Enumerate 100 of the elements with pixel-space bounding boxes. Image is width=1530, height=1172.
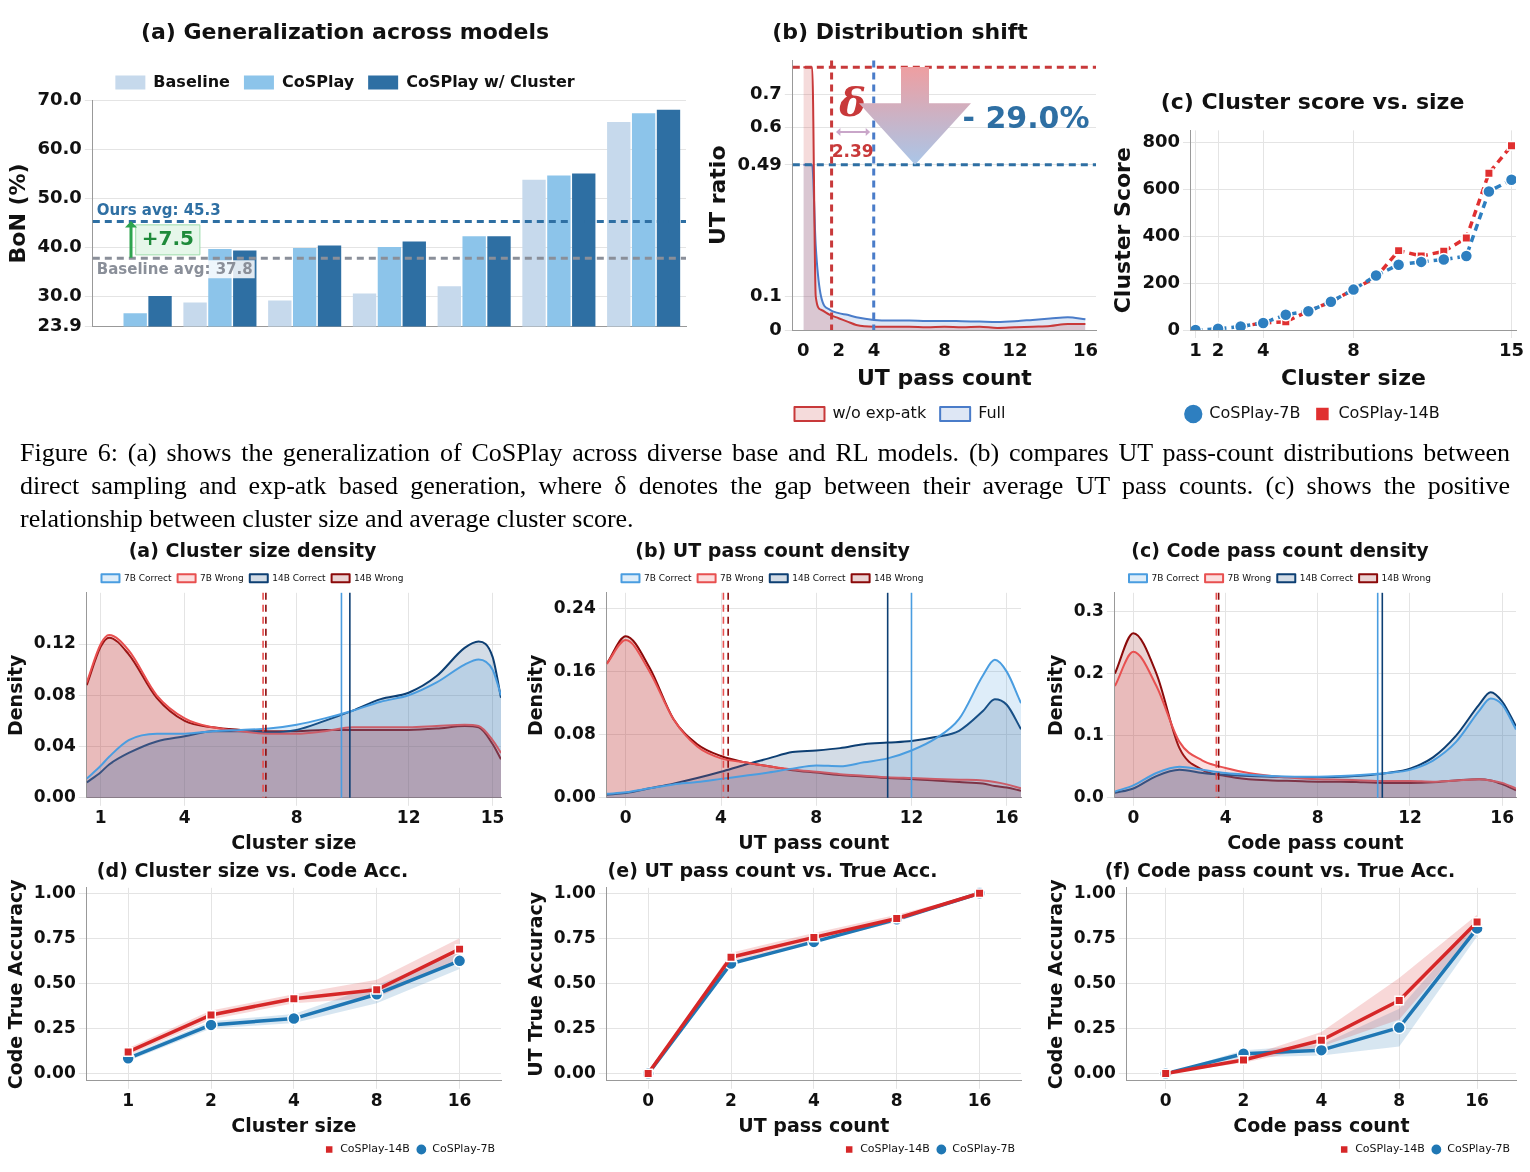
legend-label: 7B Wrong (200, 572, 244, 583)
caption: Figure 6: (a) shows the generalization of CoSPlay across diverse base and RL models. (b) compares UT pass-count distributions between direct sampling and exp-atk based generation, where δ denotes the gap between their average UT pass counts. (c) shows the positive relationship between cluster size and average cluster score. (20, 437, 1510, 535)
y-tick-label: 0.25 (1073, 1016, 1116, 1037)
legend-label: CoSPlay w/ Cluster (406, 71, 575, 91)
y-tick-label: 0 (769, 317, 782, 339)
x-tick-label: 4 (178, 807, 191, 828)
x-axis-title: Code pass count (1227, 830, 1404, 853)
x-tick-label: 2 (1211, 339, 1225, 361)
y-tick-label: 0.7 (749, 81, 782, 103)
x-tick-label: 8 (1347, 339, 1360, 361)
x-tick-label: 4 (715, 807, 728, 828)
y-axis-title: Code True Accuracy (1044, 878, 1067, 1090)
y-tick-label: 1.00 (33, 881, 76, 902)
legend-label: CoSPlay (281, 71, 355, 91)
y-tick-label: 0.00 (33, 1062, 76, 1083)
y-tick-label: 0.04 (33, 734, 76, 755)
x-tick-label: 4 (1219, 807, 1232, 828)
y-axis-title: Code True Accuracy (4, 878, 27, 1090)
y-tick-label: 0 (1167, 317, 1180, 339)
y-tick-label: 0.2 (1073, 661, 1104, 682)
x-tick-label: 1 (1189, 339, 1202, 361)
x-tick-label: 0 (1127, 807, 1140, 828)
y-tick-label: 0.00 (1073, 1062, 1116, 1083)
y-tick-label: 0.75 (553, 926, 596, 947)
x-tick-label: 12 (899, 807, 924, 828)
y-tick-label: 0.49 (737, 152, 782, 174)
legend-label: Full (978, 403, 1006, 423)
y-tick-label: 600 (1142, 176, 1180, 198)
legend-label: 14B Wrong (354, 572, 404, 583)
x-tick-label: 8 (1311, 807, 1324, 828)
x-tick-label: 0 (797, 339, 810, 361)
y-tick-label: 40.0 (37, 235, 82, 257)
y-axis-title: Density (524, 653, 547, 737)
chart-title: (b) Distribution shift (772, 18, 1029, 44)
x-tick-label: 4 (1256, 339, 1270, 361)
legend-label: CoSPlay-14B (1355, 1142, 1425, 1156)
x-tick-label: 8 (1393, 1090, 1406, 1111)
legend-label: 7B Correct (643, 572, 693, 583)
chart-title: (a) Cluster size density (128, 539, 377, 562)
x-tick-label: 12 (1398, 807, 1422, 828)
x-tick-label: 15 (480, 807, 505, 828)
y-tick-label: 0.25 (553, 1016, 596, 1037)
y-tick-label: 0.6 (749, 115, 782, 137)
legend-label: 7B Correct (123, 572, 173, 583)
legend-label: CoSPlay-7B (1209, 403, 1301, 423)
x-tick-label: 12 (396, 807, 421, 828)
y-axis-title: Density (1044, 653, 1067, 737)
legend-label: Baseline (153, 71, 231, 91)
x-tick-label: 8 (370, 1090, 383, 1111)
legend-label: CoSPlay-7B (432, 1142, 495, 1156)
x-tick-label: 0 (619, 807, 632, 828)
y-tick-label: 0.00 (33, 786, 76, 807)
y-tick-label: 0.24 (553, 596, 596, 617)
legend-label: 14B Correct (272, 572, 327, 583)
legend-label: 7B Wrong (720, 572, 764, 583)
x-tick-label: 8 (890, 1090, 903, 1111)
x-tick-label: 1 (94, 807, 107, 828)
x-axis-title: Cluster size (231, 830, 357, 853)
x-tick-label: 8 (290, 807, 303, 828)
y-tick-label: 0.1 (749, 283, 782, 305)
legend-label: 14B Wrong (1381, 572, 1432, 583)
x-axis-title: Code pass count (1233, 1113, 1410, 1136)
y-tick-label: 0.00 (553, 786, 596, 807)
x-tick-label: 8 (938, 339, 951, 361)
y-tick-label: 23.9 (37, 314, 82, 336)
x-tick-label: 12 (1002, 339, 1028, 361)
y-axis-title: BoN (%) (4, 163, 30, 264)
x-tick-label: 15 (1498, 339, 1525, 361)
chart-title: (f) Code pass count vs. True Acc. (1104, 859, 1456, 882)
y-tick-label: 1.00 (1073, 881, 1116, 902)
chart-title: (b) UT pass count density (635, 539, 911, 562)
legend-label: 14B Correct (792, 572, 847, 583)
y-tick-label: 0.08 (553, 723, 596, 744)
x-tick-label: 16 (1465, 1090, 1489, 1111)
x-tick-label: 16 (447, 1090, 472, 1111)
y-tick-label: 0.08 (33, 683, 76, 704)
y-axis-title: Cluster Score (1109, 147, 1135, 314)
x-tick-label: 0 (642, 1090, 655, 1111)
legend-label: CoSPlay-14B (860, 1142, 930, 1156)
y-axis-title: UT ratio (704, 145, 730, 245)
legend-label: CoSPlay-14B (340, 1142, 410, 1156)
annotation: - 29.0% (962, 100, 1090, 136)
y-tick-label: 30.0 (37, 284, 82, 306)
chart-title: (d) Cluster size vs. Code Acc. (96, 859, 409, 882)
legend-label: CoSPlay-7B (952, 1142, 1015, 1156)
legend-label: CoSPlay-14B (1338, 403, 1440, 423)
y-tick-label: 800 (1142, 129, 1180, 151)
y-axis-title: Density (4, 653, 27, 737)
y-tick-label: 0.12 (33, 632, 76, 653)
legend-label: CoSPlay-7B (1447, 1142, 1510, 1156)
y-tick-label: 0.75 (1073, 926, 1116, 947)
y-tick-label: 0.50 (553, 971, 596, 992)
y-tick-label: 0.50 (33, 971, 76, 992)
y-tick-label: 0.16 (553, 660, 596, 681)
y-tick-label: 0.0 (1073, 786, 1105, 807)
annotation: δ (838, 77, 866, 125)
x-tick-label: 1 (122, 1090, 135, 1111)
chart-title: (c) Code pass count density (1131, 539, 1430, 562)
annotation: 2.39 (831, 140, 874, 161)
y-axis-title: UT True Accuracy (524, 891, 547, 1077)
